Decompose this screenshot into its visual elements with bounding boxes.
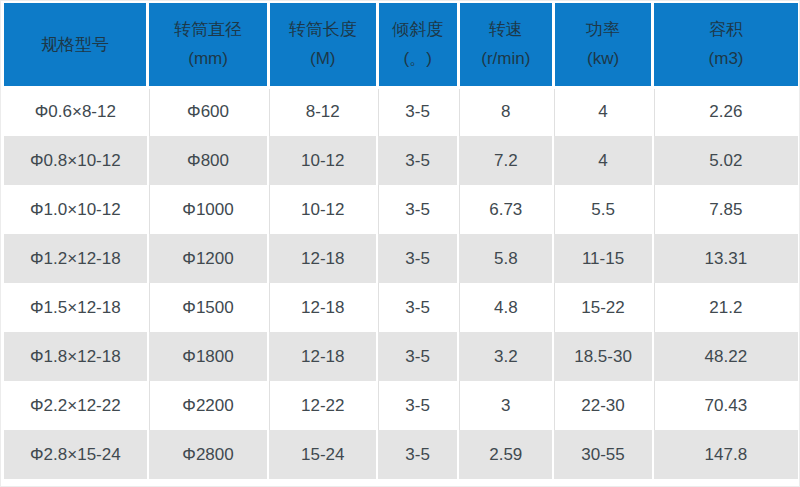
cell-model: Φ0.6×8-12: [4, 87, 148, 136]
cell-speed: 3.2: [458, 332, 553, 381]
cell-diameter: Φ1000: [148, 185, 269, 234]
cell-length: 8-12: [268, 87, 377, 136]
table-row: Φ0.6×8-12 Φ600 8-12 3-5 8 4 2.26: [4, 87, 798, 136]
cell-speed: 3: [458, 381, 553, 430]
cell-diameter: Φ2200: [148, 381, 269, 430]
table-row: Φ2.8×15-24 Φ2800 15-24 3-5 2.59 30-55 14…: [4, 430, 798, 479]
table-row: Φ1.8×12-18 Φ1800 12-18 3-5 3.2 18.5-30 4…: [4, 332, 798, 381]
cell-speed: 2.59: [458, 430, 553, 479]
cell-model: Φ2.2×12-22: [4, 381, 148, 430]
header-unit: (r/min): [462, 44, 550, 73]
cell-speed: 4.8: [458, 283, 553, 332]
cell-volume: 48.22: [653, 332, 798, 381]
cell-power: 18.5-30: [553, 332, 652, 381]
column-header-model: 规格型号: [4, 3, 148, 87]
table-row: Φ1.2×12-18 Φ1200 12-18 3-5 5.8 11-15 13.…: [4, 234, 798, 283]
cell-power: 11-15: [553, 234, 652, 283]
cell-length: 10-12: [268, 185, 377, 234]
cell-power: 4: [553, 87, 652, 136]
cell-length: 10-12: [268, 136, 377, 185]
cell-incline: 3-5: [377, 87, 458, 136]
cell-diameter: Φ1200: [148, 234, 269, 283]
cell-volume: 147.8: [653, 430, 798, 479]
cell-volume: 7.85: [653, 185, 798, 234]
cell-speed: 6.73: [458, 185, 553, 234]
cell-length: 12-18: [268, 332, 377, 381]
cell-model: Φ1.2×12-18: [4, 234, 148, 283]
cell-diameter: Φ1500: [148, 283, 269, 332]
cell-incline: 3-5: [377, 332, 458, 381]
column-header-incline: 倾斜度 (。): [377, 3, 458, 87]
table-row: Φ0.8×10-12 Φ800 10-12 3-5 7.2 4 5.02: [4, 136, 798, 185]
cell-volume: 2.26: [653, 87, 798, 136]
cell-diameter: Φ600: [148, 87, 269, 136]
cell-incline: 3-5: [377, 185, 458, 234]
cell-power: 5.5: [553, 185, 652, 234]
header-label: 容积: [656, 15, 796, 44]
table-row: Φ1.0×10-12 Φ1000 10-12 3-5 6.73 5.5 7.85: [4, 185, 798, 234]
cell-speed: 5.8: [458, 234, 553, 283]
header-unit: (mm): [151, 44, 265, 73]
header-label: 倾斜度: [381, 15, 455, 44]
header-label: 功率: [557, 15, 649, 44]
column-header-speed: 转速 (r/min): [458, 3, 553, 87]
table-row: Φ2.2×12-22 Φ2200 12-22 3-5 3 22-30 70.43: [4, 381, 798, 430]
cell-volume: 5.02: [653, 136, 798, 185]
cell-length: 12-18: [268, 283, 377, 332]
cell-power: 15-22: [553, 283, 652, 332]
header-label: 规格型号: [6, 30, 144, 59]
cell-model: Φ1.8×12-18: [4, 332, 148, 381]
cell-volume: 13.31: [653, 234, 798, 283]
header-unit: (M): [272, 44, 374, 73]
cell-power: 4: [553, 136, 652, 185]
header-unit: (kw): [557, 44, 649, 73]
cell-model: Φ1.0×10-12: [4, 185, 148, 234]
cell-diameter: Φ2800: [148, 430, 269, 479]
cell-incline: 3-5: [377, 430, 458, 479]
cell-diameter: Φ1800: [148, 332, 269, 381]
cell-model: Φ2.8×15-24: [4, 430, 148, 479]
header-label: 转速: [462, 15, 550, 44]
cell-speed: 7.2: [458, 136, 553, 185]
cell-power: 22-30: [553, 381, 652, 430]
header-label: 转筒长度: [272, 15, 374, 44]
cell-volume: 70.43: [653, 381, 798, 430]
header-label: 转筒直径: [151, 15, 265, 44]
cell-model: Φ0.8×10-12: [4, 136, 148, 185]
spec-table-page: 规格型号 转筒直径 (mm) 转筒长度 (M) 倾斜度 (。) 转速 (r: [0, 0, 800, 487]
header-unit: (m3): [656, 44, 796, 73]
cell-length: 12-22: [268, 381, 377, 430]
cell-length: 15-24: [268, 430, 377, 479]
cell-volume: 21.2: [653, 283, 798, 332]
drum-spec-table: 规格型号 转筒直径 (mm) 转筒长度 (M) 倾斜度 (。) 转速 (r: [4, 3, 798, 479]
cell-speed: 8: [458, 87, 553, 136]
cell-diameter: Φ800: [148, 136, 269, 185]
header-row: 规格型号 转筒直径 (mm) 转筒长度 (M) 倾斜度 (。) 转速 (r: [4, 3, 798, 87]
table-row: Φ1.5×12-18 Φ1500 12-18 3-5 4.8 15-22 21.…: [4, 283, 798, 332]
cell-power: 30-55: [553, 430, 652, 479]
header-unit: (。): [381, 44, 455, 73]
cell-incline: 3-5: [377, 283, 458, 332]
cell-length: 12-18: [268, 234, 377, 283]
cell-model: Φ1.5×12-18: [4, 283, 148, 332]
column-header-power: 功率 (kw): [553, 3, 652, 87]
cell-incline: 3-5: [377, 234, 458, 283]
column-header-diameter: 转筒直径 (mm): [148, 3, 269, 87]
cell-incline: 3-5: [377, 381, 458, 430]
cell-incline: 3-5: [377, 136, 458, 185]
table-body: Φ0.6×8-12 Φ600 8-12 3-5 8 4 2.26 Φ0.8×10…: [4, 87, 798, 479]
table-header: 规格型号 转筒直径 (mm) 转筒长度 (M) 倾斜度 (。) 转速 (r: [4, 3, 798, 87]
column-header-volume: 容积 (m3): [653, 3, 798, 87]
column-header-length: 转筒长度 (M): [268, 3, 377, 87]
